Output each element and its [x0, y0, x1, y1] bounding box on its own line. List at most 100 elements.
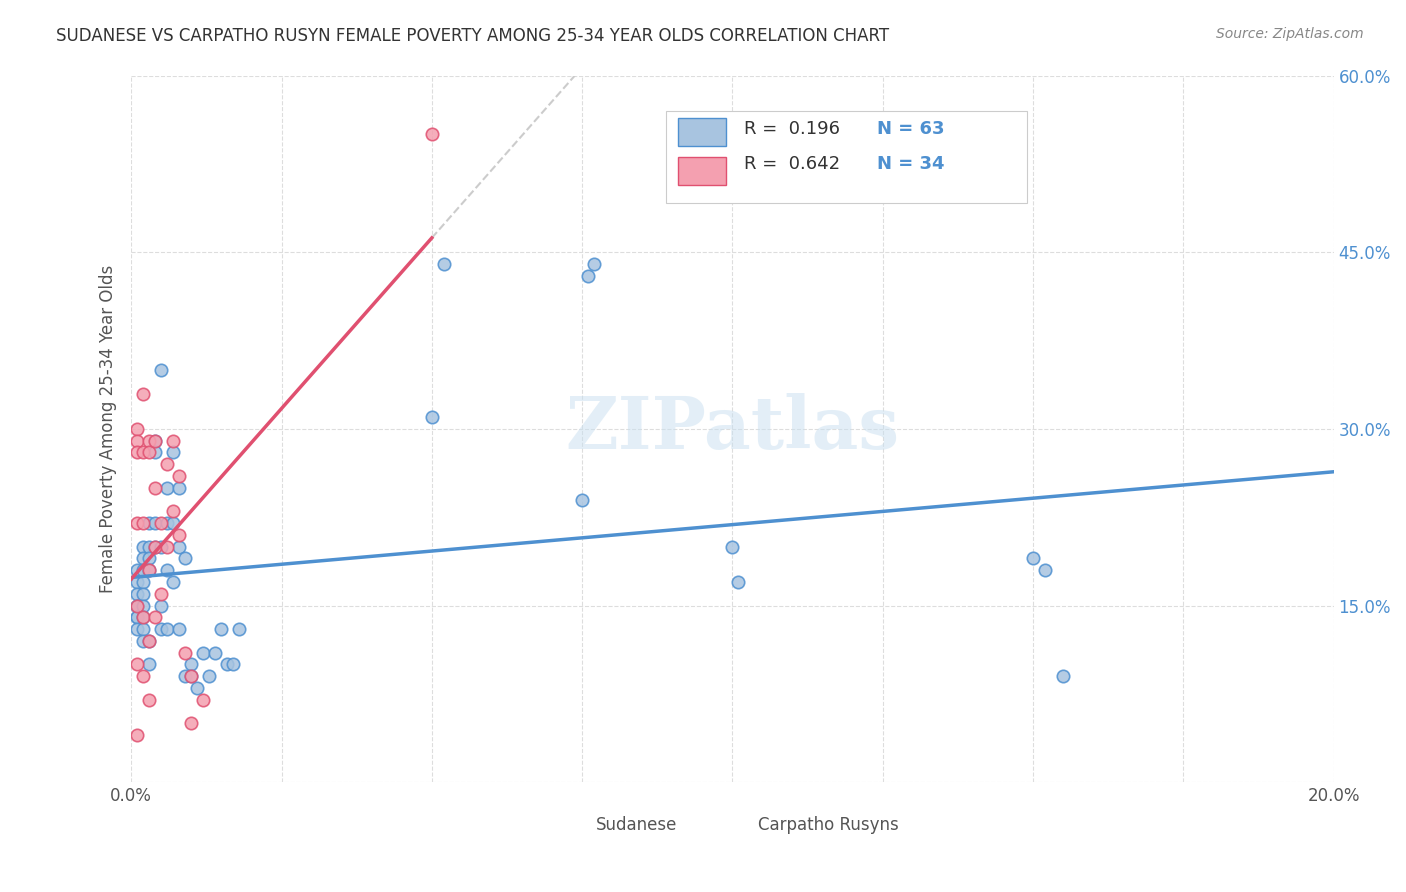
Point	[186, 681, 208, 695]
Point	[576, 268, 599, 283]
Point	[174, 646, 197, 660]
Point	[138, 445, 160, 459]
Point	[132, 551, 155, 566]
Point	[217, 657, 239, 672]
Point	[143, 540, 166, 554]
Text: R =  0.642: R = 0.642	[744, 155, 841, 173]
Point	[162, 574, 184, 589]
Point	[127, 422, 149, 436]
Text: SUDANESE VS CARPATHO RUSYN FEMALE POVERTY AMONG 25-34 YEAR OLDS CORRELATION CHAR: SUDANESE VS CARPATHO RUSYN FEMALE POVERT…	[56, 27, 890, 45]
Point	[127, 574, 149, 589]
Point	[127, 657, 149, 672]
FancyBboxPatch shape	[666, 111, 1026, 202]
Point	[138, 633, 160, 648]
Point	[1033, 563, 1056, 577]
Point	[180, 669, 202, 683]
Point	[143, 445, 166, 459]
Point	[132, 622, 155, 636]
Point	[180, 716, 202, 731]
Point	[132, 445, 155, 459]
Point	[132, 516, 155, 530]
Point	[132, 610, 155, 624]
Point	[583, 257, 606, 271]
Point	[727, 574, 749, 589]
Point	[132, 599, 155, 613]
Point	[143, 434, 166, 448]
Point	[204, 646, 226, 660]
Point	[127, 599, 149, 613]
Point	[228, 622, 250, 636]
Point	[127, 610, 149, 624]
Point	[138, 692, 160, 706]
FancyBboxPatch shape	[678, 118, 727, 146]
Point	[420, 410, 443, 425]
Point	[156, 516, 179, 530]
Point	[209, 622, 232, 636]
Point	[127, 599, 149, 613]
Point	[571, 492, 593, 507]
Point	[143, 481, 166, 495]
Point	[180, 669, 202, 683]
Point	[420, 128, 443, 142]
FancyBboxPatch shape	[678, 157, 727, 185]
Text: N = 34: N = 34	[877, 155, 945, 173]
Point	[138, 540, 160, 554]
Point	[150, 622, 173, 636]
Point	[180, 657, 202, 672]
Point	[174, 669, 197, 683]
Y-axis label: Female Poverty Among 25-34 Year Olds: Female Poverty Among 25-34 Year Olds	[100, 265, 117, 593]
Point	[138, 563, 160, 577]
Point	[222, 657, 245, 672]
Point	[150, 516, 173, 530]
Text: N = 63: N = 63	[877, 120, 945, 137]
Text: R =  0.196: R = 0.196	[744, 120, 841, 137]
Point	[138, 551, 160, 566]
Point	[127, 445, 149, 459]
Point	[143, 610, 166, 624]
Point	[132, 540, 155, 554]
Point	[150, 363, 173, 377]
Point	[169, 540, 191, 554]
Point	[162, 445, 184, 459]
Point	[127, 434, 149, 448]
Point	[143, 434, 166, 448]
Point	[162, 504, 184, 518]
Point	[150, 599, 173, 613]
Point	[132, 386, 155, 401]
Point	[198, 669, 221, 683]
Point	[127, 610, 149, 624]
Point	[132, 633, 155, 648]
Point	[721, 540, 744, 554]
Point	[156, 540, 179, 554]
Point	[138, 434, 160, 448]
Point	[143, 516, 166, 530]
Text: Source: ZipAtlas.com: Source: ZipAtlas.com	[1216, 27, 1364, 41]
Text: Sudanese: Sudanese	[596, 815, 676, 834]
Point	[127, 599, 149, 613]
Point	[169, 528, 191, 542]
Point	[1022, 551, 1045, 566]
Point	[162, 434, 184, 448]
Point	[156, 481, 179, 495]
Point	[169, 481, 191, 495]
Point	[193, 646, 215, 660]
Point	[132, 563, 155, 577]
Point	[127, 622, 149, 636]
Point	[127, 516, 149, 530]
Point	[1052, 669, 1074, 683]
Point	[138, 657, 160, 672]
Point	[132, 587, 155, 601]
Point	[138, 516, 160, 530]
Point	[169, 469, 191, 483]
Point	[156, 457, 179, 471]
Point	[127, 587, 149, 601]
Point	[132, 610, 155, 624]
Point	[138, 633, 160, 648]
Point	[150, 587, 173, 601]
Point	[150, 540, 173, 554]
Point	[132, 669, 155, 683]
Point	[127, 563, 149, 577]
Point	[433, 257, 456, 271]
Text: Carpatho Rusyns: Carpatho Rusyns	[758, 815, 898, 834]
Point	[127, 728, 149, 742]
